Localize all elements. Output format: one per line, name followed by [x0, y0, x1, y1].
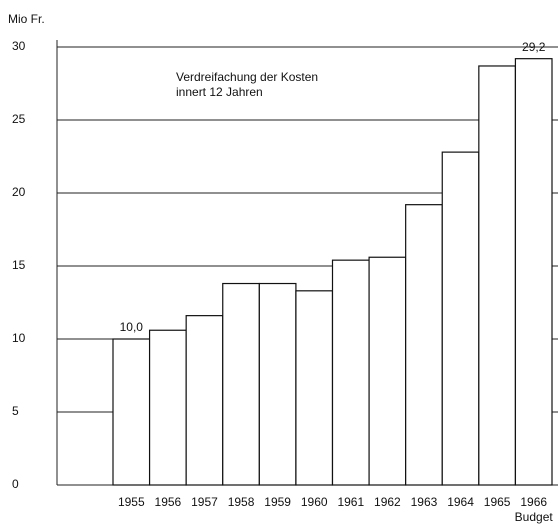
x-tick-label: 1955	[118, 495, 145, 509]
bar	[514, 58, 553, 486]
y-axis-label: Mio Fr.	[8, 12, 45, 26]
annotation: Verdreifachung der Kosten	[176, 70, 318, 84]
x-tick-label: 1959	[264, 495, 291, 509]
bar	[295, 290, 334, 486]
bar	[368, 256, 407, 486]
y-tick-label: 0	[12, 477, 19, 491]
x-tick-label: 1960	[301, 495, 328, 509]
y-tick-label: 25	[12, 112, 26, 126]
bar	[185, 315, 224, 486]
y-tick-label: 30	[12, 39, 26, 53]
x-tick-note: Budget	[515, 510, 554, 524]
value-label: 29,2	[522, 40, 546, 54]
bar	[331, 259, 370, 486]
y-tick-label: 15	[12, 258, 26, 272]
x-tick-label: 1964	[447, 495, 474, 509]
bar	[148, 329, 187, 486]
x-tick-label: 1965	[484, 495, 511, 509]
x-tick-label: 1963	[411, 495, 438, 509]
y-tick-label: 10	[12, 331, 26, 345]
x-tick-label: 1956	[155, 495, 182, 509]
x-tick-label: 1957	[191, 495, 218, 509]
x-tick-label: 1958	[228, 495, 255, 509]
y-tick-label: 5	[12, 404, 19, 418]
bar	[222, 282, 260, 486]
x-tick-label: 1962	[374, 495, 401, 509]
bar	[258, 282, 297, 486]
bar	[478, 65, 517, 486]
x-tick-label: 1966	[520, 495, 547, 509]
y-tick-label: 20	[12, 185, 26, 199]
x-tick-label: 1961	[337, 495, 364, 509]
bar	[405, 204, 443, 486]
bar	[441, 151, 480, 486]
value-label: 10,0	[120, 320, 144, 334]
annotation: innert 12 Jahren	[176, 85, 263, 99]
bar	[112, 338, 151, 486]
